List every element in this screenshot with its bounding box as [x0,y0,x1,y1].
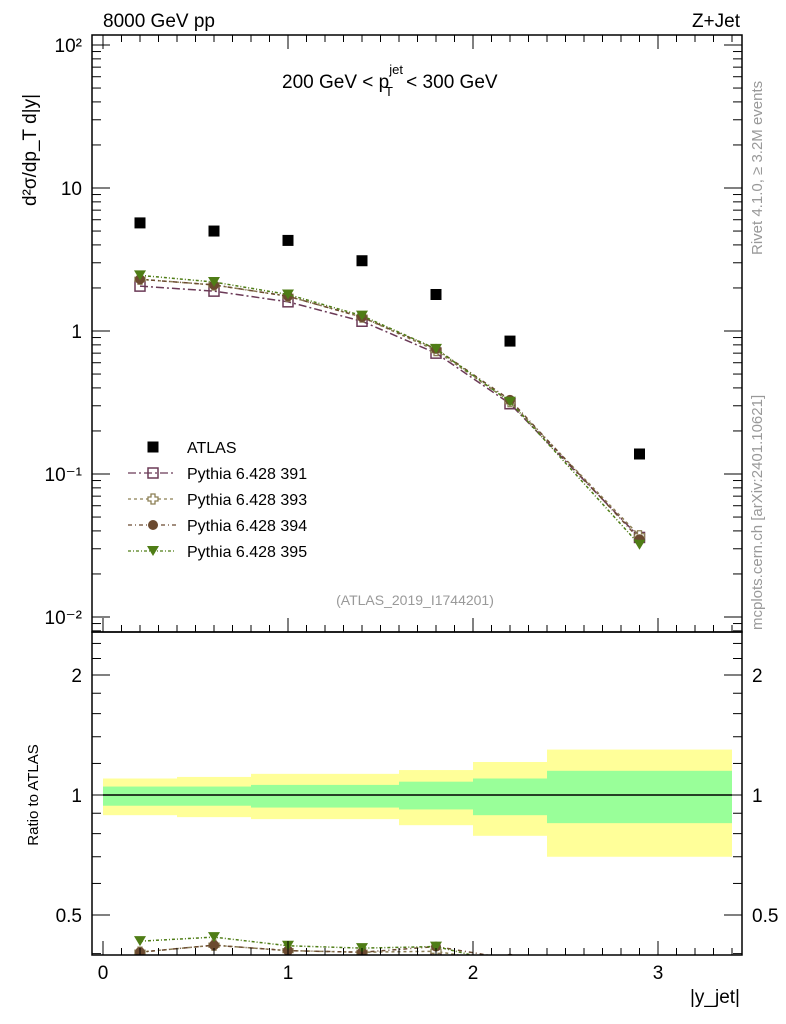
title-pre: 200 GeV < p [282,72,389,93]
inner-band-bin [325,784,399,808]
marker-open-cross [635,1018,645,1024]
header-energy: 8000 GeV pp [103,11,215,32]
series-1-ratio [135,952,640,1024]
ratio-tick-label: 0.5 [56,906,82,927]
marker-open-square [209,958,219,968]
marker-open-cross [147,493,159,505]
marker-square [147,441,159,453]
inner-band-bin [251,784,325,808]
legend: ATLAS Pythia 6.428 391 Pythia 6.428 393 Pyt… [128,440,307,561]
ratio-line [139,944,492,955]
title-sup: jet [388,62,403,77]
title-post: < 300 GeV [401,72,498,93]
header-process: Z+Jet [692,11,741,32]
series-4-main [134,270,646,550]
y-tick-label: 10 [61,179,82,200]
legend-item: Pythia 6.428 395 [128,544,307,561]
marker-open-square [147,467,159,479]
ratio-y-axis-label: Ratio to ATLAS [25,744,42,845]
marker-triangle-down [208,932,220,943]
legend-label: Pythia 6.428 394 [187,518,307,535]
ratio-line [140,959,640,1024]
x-axis-label: |y_jet| [690,987,740,1008]
inner-band-bin [177,786,251,806]
side-rivet: Rivet 4.1.0, ≥ 3.2M events [749,81,766,255]
marker-square [208,225,220,237]
marker-square [430,288,442,300]
plot-title: 200 GeV < pjet T < 300 GeV [282,62,498,99]
ratio-tick-label: 1 [71,786,82,807]
marker-triangle-down [504,396,516,407]
legend-item: Pythia 6.428 394 [128,518,307,535]
inner-band-bin [547,770,732,824]
marker-triangle-down [504,959,516,969]
ratio-line [139,944,462,955]
legend-item: ATLAS [147,440,237,457]
x-tick-label: 2 [468,963,479,984]
marker-triangle-down [430,343,442,354]
legend-label: ATLAS [187,440,237,457]
legend-item: Pythia 6.428 393 [128,492,307,509]
marker-square [634,448,645,460]
marker-triangle-down [208,277,220,288]
y-axis-label: d²σ/dp_T d|y| [20,94,41,206]
marker-triangle-down [147,546,159,556]
title-sub: T [385,84,393,99]
marker-triangle-down [134,270,146,281]
y-tick-label: 1 [71,322,82,343]
legend-item: Pythia 6.428 391 [128,466,307,483]
inner-band-bin [473,778,547,816]
x-tick-label: 3 [653,963,664,984]
ratio-tick-label: 2 [752,666,763,687]
y-tick-label: 10⁻¹ [45,465,83,486]
marker-square [504,335,516,347]
marker-triangle-down [282,289,294,300]
marker-circle [148,520,158,530]
ratio-tick-label: 0.5 [752,906,778,927]
x-tick-label: 0 [98,963,109,984]
legend-label: Pythia 6.428 395 [187,544,307,561]
ratio-tick-label: 2 [71,666,82,687]
series-3-ratio [135,940,514,955]
marker-circle [209,940,219,951]
side-mcplots: mcplots.cern.ch [arXiv:2401.10621] [749,395,766,630]
legend-label: Pythia 6.428 393 [187,492,307,509]
ratio-tick-label: 1 [752,786,763,807]
series-0-main [134,217,645,460]
marker-open-square [357,959,367,969]
marker-square [134,217,146,229]
x-tick-label: 1 [283,963,294,984]
analysis-tag: (ATLAS_2019_I1744201) [336,592,494,608]
marker-triangle-down [356,310,368,321]
inner-band-bin [103,786,177,806]
marker-open-square [505,965,515,975]
legend-label: Pythia 6.428 391 [187,466,307,483]
marker-triangle-down [633,539,646,550]
marker-square [356,255,368,267]
y-tick-label: 10⁻² [45,608,83,629]
series-2-ratio [134,939,645,1024]
marker-triangle-down [430,941,442,952]
marker-open-square [135,966,145,976]
y-tick-label: 10² [55,36,82,57]
marker-open-cross [505,959,515,969]
marker-square [282,234,294,246]
marker-triangle-down [134,936,146,947]
